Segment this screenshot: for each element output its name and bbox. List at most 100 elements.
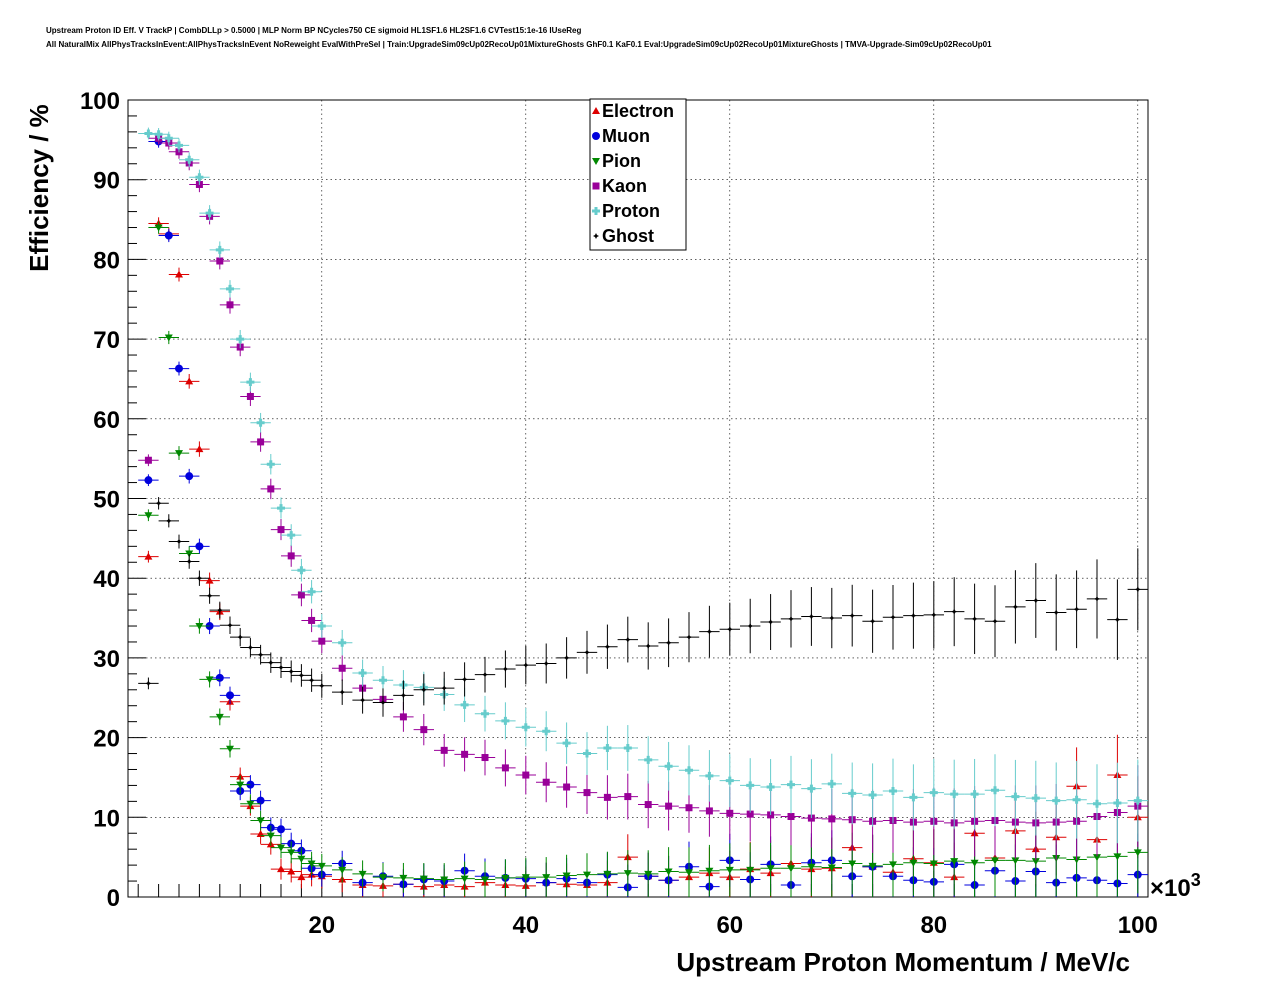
pion-point xyxy=(399,874,408,882)
ghost-point xyxy=(726,626,733,633)
proton-point xyxy=(154,130,163,139)
pion-point xyxy=(583,871,591,879)
ghost-point xyxy=(747,623,754,630)
kaon-point xyxy=(542,778,550,786)
muon-point xyxy=(226,691,234,700)
axis-ticks: 0 10 20 30 40 50 60 70 80 90 100 20 40 60 80 100 xyxy=(80,88,1158,939)
pion-point xyxy=(215,713,224,721)
proton-point xyxy=(338,638,347,647)
kaon-point xyxy=(563,783,571,791)
kaon-point xyxy=(420,726,428,734)
ghost-point xyxy=(298,672,305,679)
ghost-point xyxy=(604,643,611,650)
proton-point xyxy=(1133,796,1142,805)
pion-point xyxy=(1133,849,1142,857)
pion-point xyxy=(358,870,367,878)
electron-point xyxy=(144,552,153,560)
series-ghost xyxy=(138,497,1148,717)
ghost-point xyxy=(359,697,366,704)
electron-point xyxy=(277,865,285,873)
ghost-point xyxy=(645,642,652,649)
kaon-point xyxy=(144,456,152,464)
chart-title: Upstream Proton ID Eff. V TrackP | CombD… xyxy=(46,26,582,35)
ghost-point xyxy=(890,614,896,621)
proton-point xyxy=(215,245,224,254)
pion-point xyxy=(277,844,285,852)
kaon-point xyxy=(501,764,509,772)
pion-point xyxy=(419,875,428,883)
proton-point xyxy=(664,762,673,771)
y-tick-label: 30 xyxy=(93,646,120,673)
kaon-point xyxy=(583,789,591,797)
ghost-point xyxy=(206,592,213,599)
muon-point xyxy=(256,796,265,805)
proton-point xyxy=(970,790,979,799)
kaon-point xyxy=(297,591,305,599)
proton-point xyxy=(256,418,265,427)
x-axis-exponent: ×103 xyxy=(1150,870,1201,902)
proton-point xyxy=(1072,795,1081,804)
proton-point xyxy=(950,790,959,799)
pion-point xyxy=(287,849,296,857)
kaon-point xyxy=(746,810,754,818)
ghost-point xyxy=(951,608,958,615)
x-tick-label: 100 xyxy=(1118,912,1158,939)
ghost-point xyxy=(247,644,254,651)
legend-label-kaon: Kaon xyxy=(602,176,647,196)
kaon-point xyxy=(216,257,224,265)
ghost-point xyxy=(706,628,713,635)
ghost-point xyxy=(216,607,223,614)
pion-point xyxy=(685,869,693,877)
pion-point xyxy=(766,865,775,873)
ghost-point xyxy=(267,659,274,666)
proton-point xyxy=(623,743,632,752)
kaon-point xyxy=(267,485,275,493)
proton-point xyxy=(144,129,153,138)
ghost-point xyxy=(788,615,794,622)
x-axis-label: Upstream Proton Momentum / MeV/c xyxy=(676,947,1130,977)
kaon-point xyxy=(287,552,295,560)
ghost-point xyxy=(420,686,427,693)
proton-point xyxy=(501,716,510,725)
proton-point xyxy=(644,755,653,764)
proton-point xyxy=(195,173,204,182)
legend-marker-kaon xyxy=(592,182,600,190)
pion-point xyxy=(307,860,316,868)
ghost-point xyxy=(828,615,835,622)
pion-point xyxy=(226,745,234,753)
pion-point xyxy=(787,865,795,873)
proton-point xyxy=(236,335,245,344)
proton-point xyxy=(562,739,571,748)
legend-marker-ghost xyxy=(593,233,599,239)
proton-point xyxy=(1093,799,1101,808)
pion-point xyxy=(827,864,836,872)
pion-point xyxy=(725,866,734,874)
pion-point xyxy=(929,860,938,868)
kaon-point xyxy=(318,637,326,645)
kaon-point xyxy=(807,814,815,822)
pion-point xyxy=(185,550,194,558)
muon-point xyxy=(185,472,194,481)
pion-point xyxy=(164,334,173,342)
pion-point xyxy=(1011,857,1020,865)
proton-point xyxy=(246,378,255,387)
ghost-point xyxy=(237,634,244,641)
legend-label-pion: Pion xyxy=(602,151,641,171)
y-tick-label: 20 xyxy=(93,726,120,753)
ghost-point xyxy=(441,685,448,692)
ghost-point xyxy=(522,662,529,669)
kaon-point xyxy=(726,809,734,817)
ghost-point xyxy=(849,612,856,619)
kaon-point xyxy=(828,815,836,823)
kaon-point xyxy=(257,438,265,446)
kaon-point xyxy=(226,301,234,309)
pion-point xyxy=(297,855,306,863)
legend-marker-pion xyxy=(592,158,600,165)
kaon-point xyxy=(644,801,652,809)
ghost-point xyxy=(869,618,876,625)
muon-point xyxy=(164,231,173,240)
pion-point xyxy=(991,857,999,865)
y-tick-label: 10 xyxy=(93,805,120,832)
muon-point xyxy=(277,825,285,834)
proton-point xyxy=(175,141,183,150)
